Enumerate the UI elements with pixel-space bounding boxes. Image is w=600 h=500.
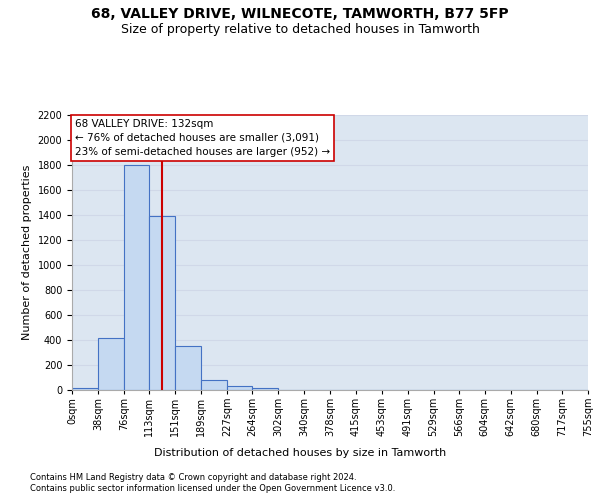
Bar xyxy=(124,165,149,390)
Bar xyxy=(98,338,124,390)
Text: Contains HM Land Registry data © Crown copyright and database right 2024.: Contains HM Land Registry data © Crown c… xyxy=(30,472,356,482)
Bar xyxy=(227,386,253,390)
Text: Contains public sector information licensed under the Open Government Licence v3: Contains public sector information licen… xyxy=(30,484,395,493)
Bar xyxy=(149,216,175,390)
Bar xyxy=(175,346,201,390)
Text: 68 VALLEY DRIVE: 132sqm
← 76% of detached houses are smaller (3,091)
23% of semi: 68 VALLEY DRIVE: 132sqm ← 76% of detache… xyxy=(75,118,330,157)
Text: Distribution of detached houses by size in Tamworth: Distribution of detached houses by size … xyxy=(154,448,446,458)
Bar xyxy=(253,388,278,390)
Bar xyxy=(72,388,98,390)
Y-axis label: Number of detached properties: Number of detached properties xyxy=(22,165,32,340)
Bar xyxy=(201,380,227,390)
Text: 68, VALLEY DRIVE, WILNECOTE, TAMWORTH, B77 5FP: 68, VALLEY DRIVE, WILNECOTE, TAMWORTH, B… xyxy=(91,8,509,22)
Text: Size of property relative to detached houses in Tamworth: Size of property relative to detached ho… xyxy=(121,22,479,36)
